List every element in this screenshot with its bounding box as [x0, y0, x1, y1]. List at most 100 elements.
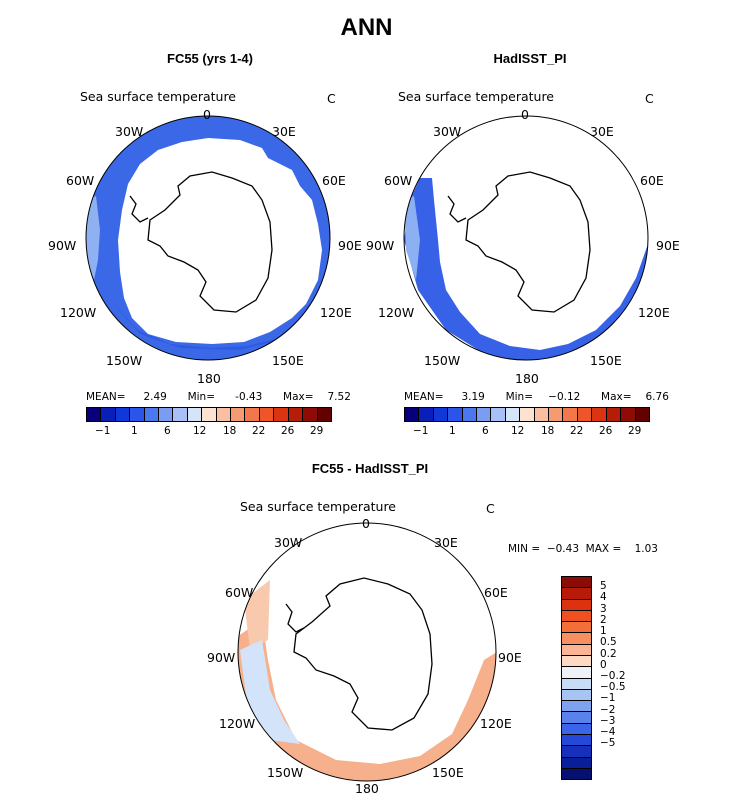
min-value: −0.12 — [548, 391, 581, 403]
colorbar-swatch — [635, 408, 649, 421]
colorbar-swatch — [577, 408, 593, 421]
tick: 0 — [600, 658, 607, 671]
tick: 22 — [570, 425, 584, 437]
tick: −1 — [95, 425, 111, 437]
colorbar-swatch — [505, 408, 521, 421]
colorbar-swatch — [477, 408, 492, 421]
panel-title-diff: FC55 - HadISST_PI — [311, 461, 429, 476]
tick: 1 — [131, 425, 138, 437]
min-value: -0.43 — [235, 391, 263, 403]
lon-label-0-hadisst: 0 — [521, 107, 529, 122]
lon-label-150w-fc55: 150W — [106, 353, 143, 368]
lon-label-120w-diff: 120W — [219, 716, 256, 731]
lon-label-150e-diff: 150E — [432, 765, 464, 780]
colorbar-swatch — [303, 408, 318, 421]
panel-title-hadisst: HadISST_PI — [493, 51, 567, 66]
tick: 29 — [310, 425, 324, 437]
colorbar-swatch — [491, 408, 506, 421]
stats-fc55: MEAN= 2.49 Min= -0.43 Max= 7.52 — [86, 391, 351, 403]
colorbar-swatch — [187, 408, 203, 421]
colorbar-swatch — [288, 408, 304, 421]
lon-label-120w-hadisst: 120W — [378, 305, 415, 320]
colorbar-swatch — [562, 588, 591, 600]
tick: 1 — [449, 425, 456, 437]
lon-label-90e-diff: 90E — [498, 650, 522, 665]
lon-label-150e-hadisst: 150E — [590, 353, 622, 368]
colorbar-swatch — [562, 701, 591, 713]
colorbar-swatch — [274, 408, 289, 421]
tick: 18 — [541, 425, 555, 437]
tick: 29 — [628, 425, 642, 437]
tick: −5 — [600, 737, 616, 750]
lon-label-60w-fc55: 60W — [66, 173, 95, 188]
colorbar-swatch — [562, 757, 591, 769]
tick: −2 — [600, 703, 616, 716]
lon-label-180-diff: 180 — [355, 781, 379, 796]
figure-title: ANN — [340, 14, 393, 41]
colorbar-swatch — [562, 599, 591, 611]
tick: −1 — [413, 425, 429, 437]
colorbar-swatch — [245, 408, 260, 421]
tick: 12 — [193, 425, 207, 437]
lon-label-60w-hadisst: 60W — [384, 173, 413, 188]
mean-value: 3.19 — [461, 391, 485, 403]
colorbar-swatch — [115, 408, 131, 421]
tick: −0.2 — [600, 670, 626, 682]
colorbar-swatch — [549, 408, 564, 421]
lon-label-180-hadisst: 180 — [515, 371, 539, 386]
map-border-fc55 — [85, 115, 331, 361]
mean-value: 2.49 — [143, 391, 167, 403]
max-value: 7.52 — [327, 391, 351, 403]
units-label-hadisst: C — [645, 91, 654, 106]
tick: 1 — [600, 625, 607, 638]
max-label: Max= — [283, 391, 314, 403]
map-border-hadisst — [403, 115, 649, 361]
colorbar-swatch — [563, 408, 578, 421]
units-label-diff: C — [486, 501, 495, 516]
colorbar-swatch — [562, 734, 591, 747]
tick: 6 — [164, 425, 171, 437]
colorbar-swatch — [216, 408, 232, 421]
lon-label-30e-fc55: 30E — [272, 124, 296, 139]
sst-field-hadisst — [404, 178, 648, 360]
lon-label-150e-fc55: 150E — [272, 353, 304, 368]
lon-label-30e-hadisst: 30E — [590, 124, 614, 139]
variable-label-fc55: Sea surface temperature — [80, 89, 236, 104]
min-label: Min= — [505, 391, 533, 403]
lon-label-30e-diff: 30E — [434, 535, 458, 550]
lon-label-60w-diff: 60W — [225, 585, 254, 600]
lon-label-30w-hadisst: 30W — [433, 124, 462, 139]
colorbar-swatch — [202, 408, 217, 421]
colorbar-swatch — [534, 408, 550, 421]
lon-label-90w-hadisst: 90W — [366, 238, 395, 253]
tick: 0.2 — [600, 647, 617, 660]
tick: 4 — [600, 591, 607, 604]
colorbar-swatch — [101, 408, 116, 421]
colorbar-ticks-diff: 5 4 3 2 1 0.5 0.2 0 −0.2 −0.5 −1 −2 −3 −4 −5 — [596, 576, 636, 778]
colorbar-swatch — [562, 610, 591, 623]
colorbar-swatch — [433, 408, 449, 421]
tick: 22 — [252, 425, 266, 437]
colorbar-hadisst — [404, 407, 650, 422]
colorbar-swatch — [562, 678, 591, 690]
tick: 0.5 — [600, 636, 617, 649]
lon-label-60e-fc55: 60E — [322, 173, 346, 188]
max-label: Max= — [601, 391, 632, 403]
lon-label-120e-diff: 120E — [480, 716, 512, 731]
min-label: Min= — [187, 391, 215, 403]
stats-hadisst: MEAN= 3.19 Min= −0.12 Max= 6.76 — [404, 391, 669, 403]
tick: 6 — [482, 425, 489, 437]
colorbar-swatch — [562, 644, 591, 656]
panel-title-fc55: FC55 (yrs 1-4) — [167, 51, 253, 66]
colorbar-swatch — [562, 689, 591, 702]
colorbar-swatch — [87, 408, 102, 421]
tick: 2 — [600, 613, 607, 626]
colorbar-swatch — [592, 408, 607, 421]
colorbar-swatch — [562, 712, 591, 724]
colorbar-swatch — [130, 408, 145, 421]
lon-label-120w-fc55: 120W — [60, 305, 97, 320]
max-value: 6.76 — [645, 391, 669, 403]
colorbar-swatch — [317, 408, 331, 421]
colorbar-swatch — [606, 408, 622, 421]
